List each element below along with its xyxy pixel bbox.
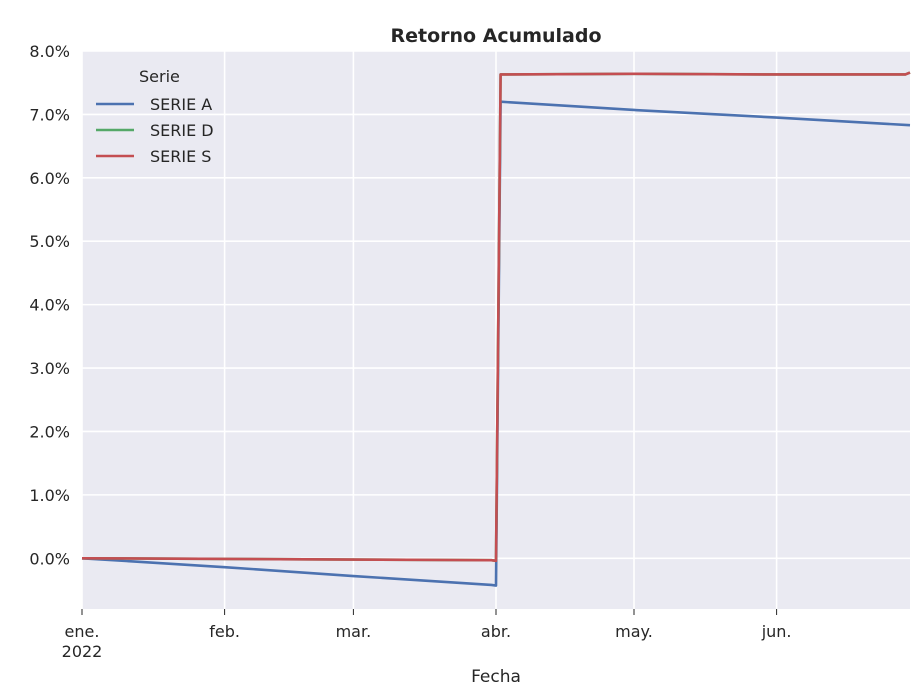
y-tick-label: 5.0% bbox=[29, 232, 70, 251]
x-axis-ticks: ene.2022 feb. mar. abr. may. jun. bbox=[62, 609, 792, 661]
y-tick-label: 1.0% bbox=[29, 486, 70, 505]
y-tick-label: 6.0% bbox=[29, 169, 70, 188]
x-tick-sublabel: 2022 bbox=[62, 642, 103, 661]
x-tick-label: feb. bbox=[209, 622, 240, 641]
y-tick-label: 8.0% bbox=[29, 42, 70, 61]
y-tick-label: 7.0% bbox=[29, 105, 70, 124]
legend-title: Serie bbox=[139, 67, 180, 86]
x-tick-label: mar. bbox=[336, 622, 372, 641]
x-tick-label: ene. bbox=[65, 622, 100, 641]
x-tick-label: jun. bbox=[761, 622, 792, 641]
chart-title: Retorno Acumulado bbox=[390, 25, 601, 47]
x-axis-label: Fecha bbox=[471, 667, 521, 685]
y-tick-label: 4.0% bbox=[29, 296, 70, 315]
y-tick-label: 2.0% bbox=[29, 422, 70, 441]
x-tick-label: may. bbox=[615, 622, 653, 641]
y-tick-label: 0.0% bbox=[29, 549, 70, 568]
series-lines bbox=[81, 71, 911, 587]
legend-items: SERIE A SERIE D SERIE S bbox=[96, 95, 214, 166]
legend: Serie SERIE A SERIE D SERIE S bbox=[96, 67, 214, 166]
y-tick-label: 3.0% bbox=[29, 359, 70, 378]
series-line-serie-a bbox=[81, 100, 911, 587]
series-line-serie-s bbox=[81, 71, 911, 563]
y-axis-ticks: 0.0% 1.0% 2.0% 3.0% 4.0% 5.0% 6.0% 7.0% 8.0% bbox=[29, 42, 70, 568]
legend-label: SERIE D bbox=[150, 121, 214, 140]
legend-label: SERIE A bbox=[150, 95, 212, 114]
x-tick-label: abr. bbox=[481, 622, 511, 641]
legend-label: SERIE S bbox=[150, 147, 211, 166]
